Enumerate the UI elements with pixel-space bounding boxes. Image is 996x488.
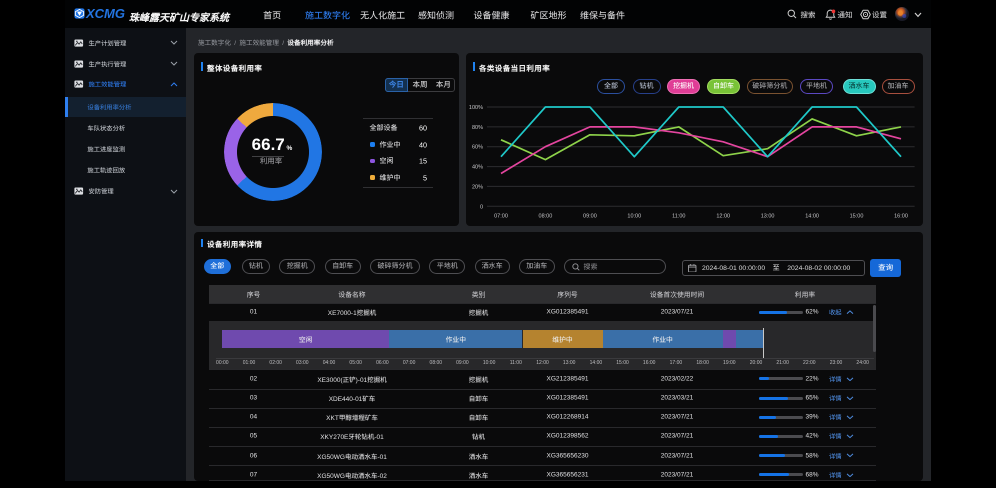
svg-text:07:00: 07:00 (494, 214, 508, 220)
svg-text:14:00: 14:00 (805, 214, 819, 220)
svg-text:60%: 60% (472, 145, 483, 151)
svg-text:16:00: 16:00 (894, 214, 908, 220)
svg-text:09:00: 09:00 (583, 214, 597, 220)
svg-text:100%: 100% (469, 105, 483, 111)
svg-text:12:00: 12:00 (716, 214, 730, 220)
svg-text:80%: 80% (472, 125, 483, 131)
svg-text:11:00: 11:00 (672, 214, 685, 220)
svg-text:08:00: 08:00 (539, 214, 553, 220)
svg-text:40%: 40% (472, 165, 483, 171)
svg-text:0: 0 (480, 204, 483, 210)
svg-text:10:00: 10:00 (627, 214, 641, 220)
svg-text:20%: 20% (472, 184, 483, 190)
svg-text:15:00: 15:00 (850, 214, 864, 220)
svg-text:13:00: 13:00 (761, 214, 775, 220)
